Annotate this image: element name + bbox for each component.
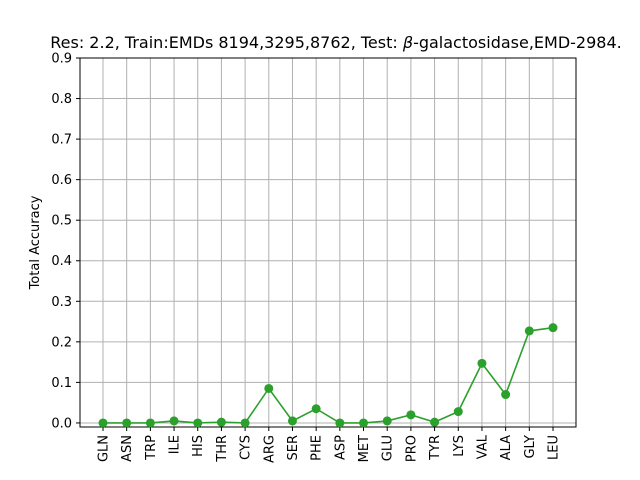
title-suffix: -galactosidase,EMD-2984. — [413, 33, 622, 52]
x-tick-label: HIS — [191, 435, 206, 457]
y-tick-label: 0.4 — [51, 254, 72, 269]
x-tick-label: GLU — [381, 435, 396, 461]
y-tick-label: 0.9 — [51, 52, 72, 67]
x-tick-label: ALA — [499, 435, 514, 460]
series-layer — [98, 323, 558, 428]
data-point — [264, 383, 274, 393]
x-tick-label: ASN — [120, 435, 135, 462]
y-tick-label: 0.5 — [51, 214, 72, 229]
y-axis: 0.0 0.1 0.2 0.3 0.4 0.5 0.6 0.7 0.8 0.9 — [51, 52, 80, 431]
data-point — [453, 407, 463, 417]
data-point — [122, 418, 132, 428]
data-point — [430, 417, 440, 427]
data-point — [287, 416, 297, 426]
x-tick-label: TYR — [428, 435, 443, 461]
data-point — [169, 416, 179, 426]
y-tick-label: 0.0 — [51, 416, 72, 431]
x-tick-label: LYS — [452, 435, 467, 457]
x-tick-label: THR — [215, 435, 230, 463]
x-tick-label: ASP — [333, 435, 348, 460]
data-point — [406, 410, 416, 420]
title-symbol: β — [402, 33, 413, 52]
data-point — [335, 418, 345, 428]
chart-title: Res: 2.2, Train:EMDs 8194,3295,8762, Tes… — [50, 33, 621, 52]
title-prefix: Res: 2.2, Train:EMDs 8194,3295,8762, Tes… — [50, 33, 403, 52]
x-tick-label: GLN — [97, 435, 112, 462]
data-point — [501, 390, 511, 400]
data-point — [548, 323, 558, 333]
x-tick-label: SER — [286, 435, 301, 461]
plot-area — [79, 57, 577, 428]
x-tick-label: PRO — [404, 435, 419, 462]
data-point — [98, 418, 108, 428]
y-tick-label: 0.8 — [51, 92, 72, 107]
x-tick-label: TRP — [144, 435, 159, 461]
y-axis-label: Total Accuracy — [28, 195, 43, 290]
y-tick-label: 0.3 — [51, 295, 72, 310]
x-tick-label: GLY — [523, 435, 538, 459]
x-axis: GLN ASN TRP ILE HIS THR CYS ARG SER PHE ASP MET GLU P… — [97, 427, 562, 463]
x-tick-label: PHE — [310, 435, 325, 461]
x-tick-label: MET — [357, 435, 372, 462]
x-tick-label: VAL — [475, 434, 490, 459]
x-tick-label: CYS — [239, 435, 254, 460]
data-point — [216, 417, 226, 427]
data-point — [382, 416, 392, 426]
x-tick-label: LEU — [547, 435, 562, 460]
grid — [80, 57, 576, 427]
data-point — [477, 358, 487, 368]
y-tick-label: 0.7 — [51, 133, 72, 148]
data-point — [193, 418, 203, 428]
x-tick-label: ILE — [168, 435, 183, 454]
y-tick-label: 0.2 — [51, 335, 72, 350]
x-tick-label: ARG — [262, 435, 277, 463]
data-point — [524, 326, 534, 336]
y-tick-label: 0.6 — [51, 173, 72, 188]
data-point — [311, 404, 321, 414]
y-tick-label: 0.1 — [51, 376, 72, 391]
data-point — [145, 418, 155, 428]
data-point — [240, 418, 250, 428]
data-point — [359, 418, 369, 428]
